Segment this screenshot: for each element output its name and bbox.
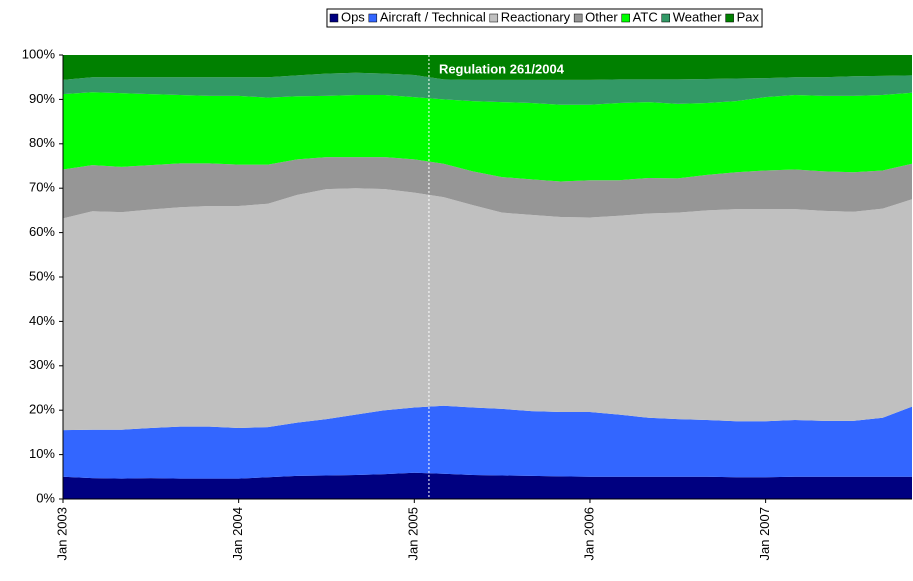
- y-tick-label: 80%: [29, 135, 55, 150]
- annotation-label: Regulation 261/2004: [439, 61, 565, 76]
- legend-label: Weather: [673, 9, 723, 24]
- y-tick-label: 90%: [29, 91, 55, 106]
- legend-swatch: [489, 13, 499, 23]
- legend-swatch: [329, 13, 339, 23]
- legend-swatch: [725, 13, 734, 23]
- legend-label: Aircraft / Technical: [380, 9, 486, 24]
- x-tick-label: Jan 2003: [54, 507, 69, 561]
- x-tick-label: Jan 2005: [406, 507, 421, 561]
- legend: Ops Aircraft / Technical Reactionary Other A…: [326, 8, 763, 28]
- y-tick-label: 50%: [29, 268, 55, 283]
- y-tick-label: 30%: [29, 357, 55, 372]
- y-tick-label: 40%: [29, 313, 55, 328]
- x-tick-label: Jan 2007: [757, 507, 772, 561]
- y-tick-label: 10%: [29, 446, 55, 461]
- area: [63, 55, 912, 80]
- area: [63, 92, 912, 182]
- x-tick-label: Jan 2004: [230, 507, 245, 561]
- y-tick-label: 60%: [29, 224, 55, 239]
- legend-swatch: [661, 13, 670, 23]
- legend-label: Other: [585, 9, 618, 24]
- y-tick-label: 70%: [29, 180, 55, 195]
- y-tick-label: 20%: [29, 402, 55, 417]
- area: [63, 405, 912, 479]
- area: [63, 157, 912, 219]
- y-tick-label: 100%: [22, 46, 56, 61]
- legend-label: ATC: [633, 9, 658, 24]
- legend-label: Ops: [341, 9, 365, 24]
- legend-box: [326, 8, 763, 28]
- area: [63, 188, 912, 431]
- legend-swatch: [621, 13, 630, 23]
- legend-label: Pax: [737, 9, 760, 24]
- area: [63, 472, 912, 499]
- x-tick-label: Jan 2006: [581, 507, 596, 561]
- legend-swatch: [573, 13, 583, 23]
- area: [63, 72, 912, 105]
- y-tick-label: 0%: [36, 490, 55, 505]
- legend-label: Reactionary: [501, 9, 571, 24]
- legend-swatch: [368, 13, 378, 23]
